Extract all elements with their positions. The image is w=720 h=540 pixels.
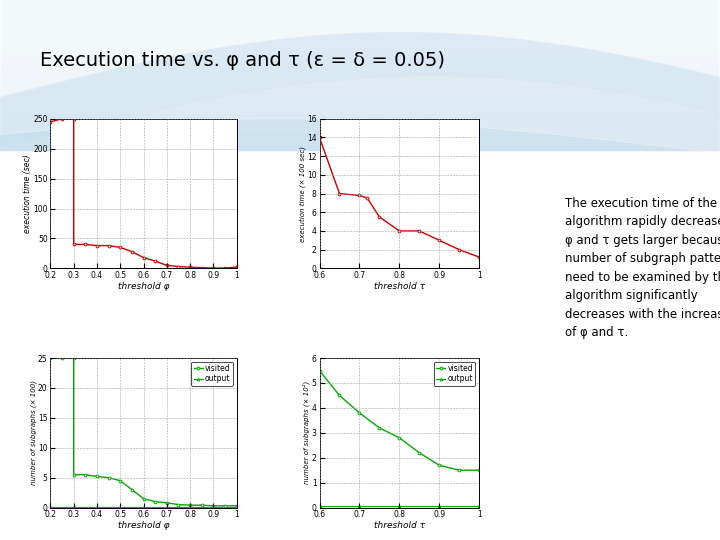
visited [415, 449, 423, 456]
output [355, 503, 364, 510]
output [233, 504, 241, 510]
visited [46, 355, 55, 361]
Line: visited: visited [318, 369, 480, 471]
output [315, 503, 324, 510]
output [395, 503, 404, 510]
visited [233, 503, 241, 509]
visited [197, 502, 206, 509]
visited [127, 487, 136, 493]
Line: visited: visited [49, 357, 238, 507]
visited [69, 355, 78, 361]
X-axis label: threshold τ: threshold τ [374, 521, 425, 530]
visited [435, 462, 444, 469]
visited [104, 475, 113, 481]
output [93, 504, 102, 510]
visited [335, 392, 343, 399]
visited [151, 498, 160, 505]
Y-axis label: execution time (sec): execution time (sec) [23, 154, 32, 233]
output [209, 504, 217, 510]
output [69, 504, 78, 510]
Legend: visited, output: visited, output [433, 362, 475, 386]
output [46, 504, 55, 510]
visited [221, 503, 230, 509]
output [139, 504, 148, 510]
Text: The execution time of the
algorithm rapidly decreases as
φ and τ gets larger bec: The execution time of the algorithm rapi… [565, 197, 720, 339]
Line: output: output [318, 505, 480, 508]
visited [209, 503, 217, 509]
output [186, 504, 194, 510]
Polygon shape [0, 0, 720, 151]
Text: Execution time vs. φ and τ (ε = δ = 0.05): Execution time vs. φ and τ (ε = δ = 0.05… [40, 51, 445, 70]
visited [81, 471, 90, 478]
visited [139, 495, 148, 502]
output [163, 504, 171, 510]
Y-axis label: execution time (× 100 sec): execution time (× 100 sec) [299, 146, 306, 241]
output [475, 503, 484, 510]
visited [455, 467, 464, 474]
X-axis label: threshold τ: threshold τ [374, 281, 425, 291]
visited [395, 435, 404, 441]
Y-axis label: number of subgraphs (× 10²): number of subgraphs (× 10²) [303, 381, 310, 484]
Line: output: output [49, 506, 238, 509]
output [435, 503, 444, 510]
visited [58, 355, 66, 361]
visited [163, 500, 171, 506]
output [116, 504, 125, 510]
visited [475, 467, 484, 474]
X-axis label: threshold φ: threshold φ [118, 281, 169, 291]
visited [315, 367, 324, 374]
visited [93, 473, 102, 480]
Legend: visited, output: visited, output [192, 362, 233, 386]
Y-axis label: number of subgraphs (× 100): number of subgraphs (× 100) [30, 380, 37, 485]
visited [116, 477, 125, 484]
visited [69, 471, 78, 478]
visited [355, 410, 364, 416]
visited [186, 502, 194, 509]
X-axis label: threshold φ: threshold φ [118, 521, 169, 530]
visited [375, 424, 384, 431]
visited [174, 501, 183, 508]
